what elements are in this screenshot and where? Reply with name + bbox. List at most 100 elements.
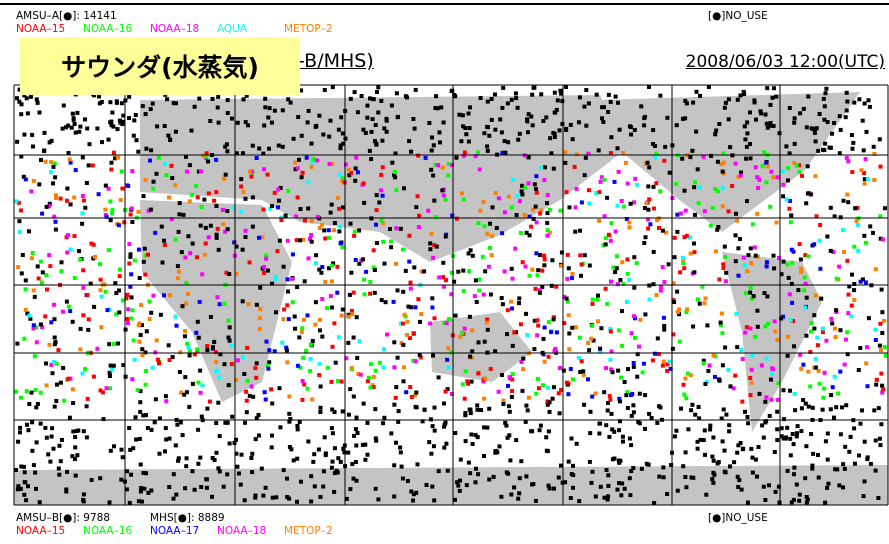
observation-dot [230,415,234,419]
observation-dot [471,254,475,258]
observation-dot [697,201,701,205]
observation-dot [498,444,502,448]
observation-dot [616,488,620,492]
observation-dot [163,124,167,128]
observation-dot [577,356,581,360]
observation-dot [394,385,398,389]
observation-dot [318,410,322,414]
observation-dot [510,98,514,102]
observation-dot [655,218,659,222]
observation-dot [227,272,231,276]
observation-dot [469,433,473,437]
observation-dot [372,375,376,379]
observation-dot [380,139,384,143]
observation-dot [618,278,622,282]
observation-dot [773,450,777,454]
observation-dot [278,425,282,429]
observation-dot [77,130,81,134]
observation-dot [862,148,866,152]
observation-dot [126,307,130,311]
observation-dot [416,297,420,301]
observation-dot [868,224,872,228]
observation-dot [696,297,700,301]
observation-dot [773,319,777,323]
observation-dot [510,267,514,271]
observation-dot [490,253,494,257]
observation-dot [137,248,141,252]
observation-dot [461,269,465,273]
observation-dot [830,321,834,325]
observation-dot [846,159,850,163]
observation-dot [741,447,745,451]
observation-dot [826,458,830,462]
observation-dot [860,408,864,412]
observation-dot [591,470,595,474]
observation-dot [727,209,731,213]
observation-dot [370,130,374,134]
observation-dot [262,271,266,275]
observation-dot [152,180,156,184]
observation-dot [644,235,648,239]
observation-dot [882,319,886,323]
observation-dot [812,242,816,246]
observation-dot [567,332,571,336]
observation-dot [194,184,198,188]
observation-dot [857,368,861,372]
observation-dot [90,478,94,482]
observation-dot [132,338,136,342]
observation-dot [528,274,532,278]
observation-dot [787,207,791,211]
observation-dot [375,90,379,94]
observation-dot [580,263,584,267]
observation-dot [611,370,615,374]
observation-dot [200,415,204,419]
observation-dot [746,421,750,425]
observation-dot [490,97,494,101]
observation-dot [394,396,398,400]
observation-dot [422,269,426,273]
observation-dot [679,407,683,411]
observation-dot [775,221,779,225]
observation-dot [739,441,743,445]
observation-dot [301,398,305,402]
observation-dot [769,170,773,174]
observation-dot [602,390,606,394]
observation-dot [225,149,229,153]
observation-dot [270,434,274,438]
observation-dot [306,387,310,391]
observation-dot [632,286,636,290]
observation-dot [546,234,550,238]
observation-dot [781,194,785,198]
observation-dot [524,312,528,316]
observation-dot [607,93,611,97]
observation-dot [499,495,503,499]
observation-dot [287,497,291,501]
observation-dot [659,289,663,293]
observation-dot [286,97,290,101]
observation-dot [74,168,78,172]
observation-dot [262,208,266,212]
observation-dot [193,488,197,492]
observation-dot [790,500,794,504]
observation-dot [789,220,793,224]
observation-dot [215,369,219,373]
observation-dot [389,240,393,244]
observation-dot [547,355,551,359]
observation-dot [185,456,189,460]
observation-dot [330,306,334,310]
observation-dot [133,259,137,263]
legend-entry: NOAA–15 [16,23,65,35]
observation-dot [734,162,738,166]
observation-dot [83,117,87,121]
observation-dot [242,190,246,194]
observation-dot [110,211,114,215]
observation-dot [578,370,582,374]
observation-dot [269,387,273,391]
observation-dot [410,395,414,399]
observation-dot [613,180,617,184]
observation-dot [853,462,857,466]
observation-dot [442,446,446,450]
observation-dot [632,365,636,369]
observation-dot [355,315,359,319]
observation-dot [309,474,313,478]
